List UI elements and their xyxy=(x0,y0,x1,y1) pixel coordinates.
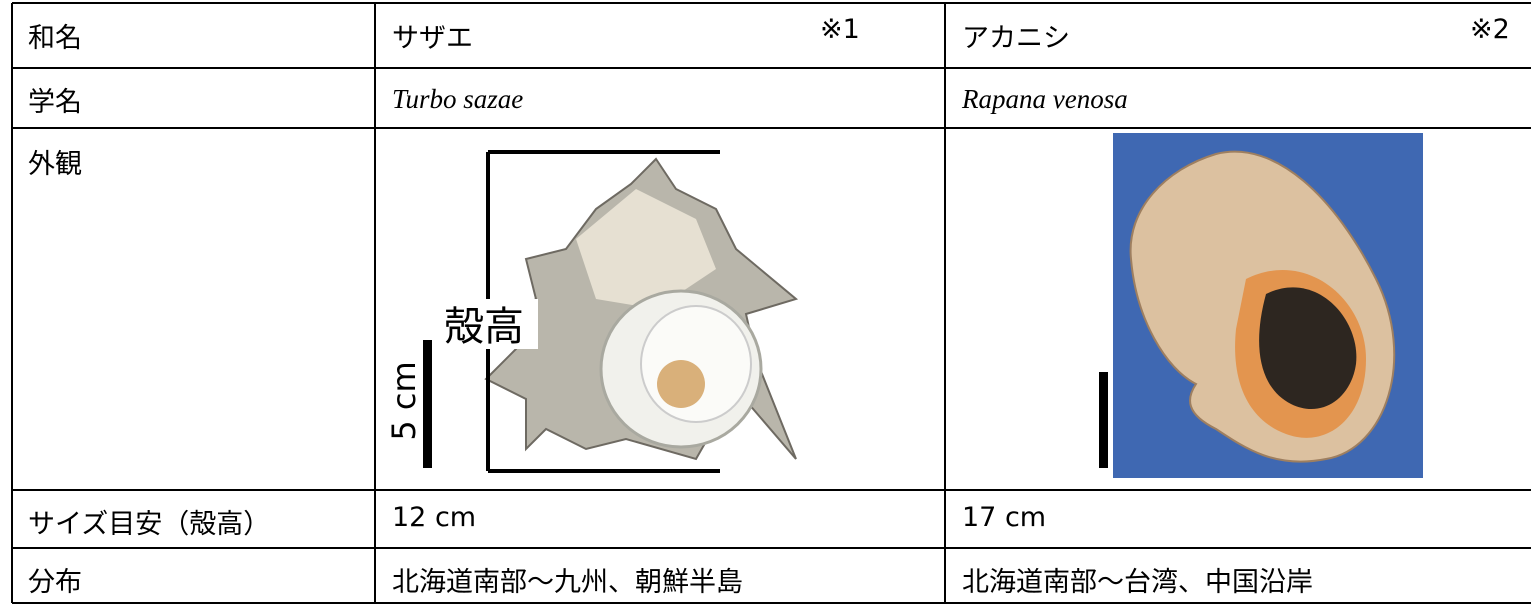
distribution: 北海道南部～台湾、中国沿岸 xyxy=(962,567,1313,598)
row-label: 外観 xyxy=(28,149,82,180)
shell-body xyxy=(484,157,799,461)
shell-aperture xyxy=(1259,287,1357,410)
row-label: 和名 xyxy=(28,23,82,54)
scientific-name: Rapana venosa xyxy=(962,84,1128,114)
row-label: 分布 xyxy=(28,567,82,598)
distribution: 北海道南部～九州、朝鮮半島 xyxy=(392,567,743,598)
size: 12 cm xyxy=(392,502,477,533)
size: 17 cm xyxy=(962,502,1047,533)
footnote-mark: ※1 xyxy=(820,14,860,45)
sazae-photo: 殻高 5 cm xyxy=(385,150,799,473)
row-label: 学名 xyxy=(28,87,82,118)
species-name: サザエ xyxy=(392,23,473,54)
species-name: アカニシ xyxy=(962,23,1070,54)
footnote-mark: ※2 xyxy=(1470,14,1510,45)
height-label: 殻高 xyxy=(444,304,524,350)
scale-bar xyxy=(1099,372,1108,468)
row-label: サイズ目安（殻高） xyxy=(28,509,271,540)
label-background xyxy=(442,299,538,349)
scale-label: 5 cm xyxy=(385,361,423,440)
akanishi-photo xyxy=(1099,133,1423,478)
scientific-name: Turbo sazae xyxy=(392,84,524,114)
scale-bar xyxy=(423,340,432,468)
